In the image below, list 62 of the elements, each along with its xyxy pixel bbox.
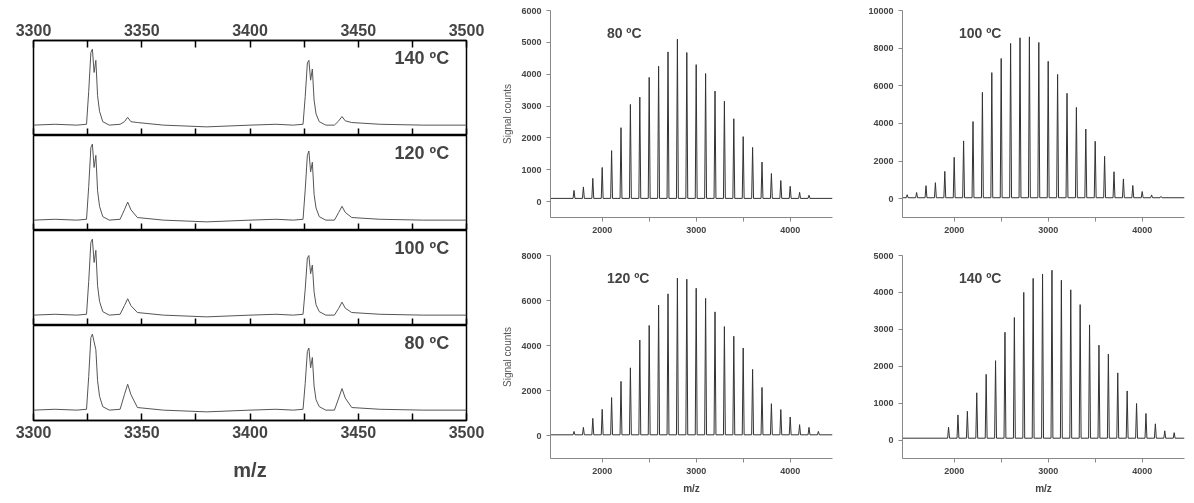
y-tick-label: 8000 <box>521 250 542 261</box>
annotation: 100 ºC <box>958 24 1002 41</box>
annotation: 80 ºC <box>404 333 450 354</box>
y-tick-label: 6000 <box>873 80 894 91</box>
y-tick-label: 4000 <box>521 340 542 351</box>
annotation: 100 ºC <box>394 238 450 259</box>
y-tick-label: 0 <box>536 430 542 441</box>
y-tick-label: 0 <box>888 193 894 204</box>
y-tick-label: 0 <box>888 435 894 446</box>
x-tick-label: 3500 <box>448 21 485 39</box>
annotation: 80 ºC <box>606 24 642 41</box>
y-tick-label: 10000 <box>868 5 894 16</box>
x-tick-label: 4000 <box>780 224 801 235</box>
y-tick-label: 3000 <box>873 324 894 335</box>
x-tick-label: 3350 <box>123 423 160 441</box>
line-series <box>902 269 1185 439</box>
annotation: 120 ºC <box>394 143 450 164</box>
x-tick-label: 2000 <box>592 224 613 235</box>
x-tick-label: 3400 <box>232 21 268 39</box>
y-tick-label: 3000 <box>521 101 542 112</box>
annotation: 120 ºC <box>606 269 650 286</box>
y-tick-label: 0 <box>536 196 542 207</box>
x-tick-label: 2000 <box>944 465 965 476</box>
x-tick-label: 3300 <box>15 21 52 39</box>
x-tick-label: 3000 <box>686 465 707 476</box>
annotation: 140 ºC <box>394 48 450 69</box>
x-tick-label: 4000 <box>1132 224 1153 235</box>
x-tick-label: 2000 <box>592 465 613 476</box>
x-axis-title: m/z <box>683 482 700 494</box>
x-tick-label: 3450 <box>340 423 377 441</box>
y-tick-label: 5000 <box>521 37 542 48</box>
y-tick-label: 5000 <box>873 250 894 261</box>
y-tick-label: 6000 <box>521 295 542 306</box>
x-tick-label: 4000 <box>780 465 801 476</box>
x-axis-title: m/z <box>233 458 267 481</box>
annotation: 140 ºC <box>958 269 1002 286</box>
x-tick-label: 3000 <box>1038 224 1059 235</box>
line-series <box>902 36 1185 199</box>
x-tick-label: 4000 <box>1132 465 1153 476</box>
x-tick-label: 3400 <box>232 423 268 441</box>
line-series <box>550 38 833 199</box>
y-tick-label: 4000 <box>521 69 542 80</box>
x-tick-label: 3300 <box>15 423 52 441</box>
y-tick-label: 2000 <box>521 132 542 143</box>
y-tick-label: 6000 <box>521 5 542 16</box>
x-tick-label: 3450 <box>340 21 377 39</box>
x-axis-title: m/z <box>1035 482 1052 494</box>
y-tick-label: 4000 <box>873 287 894 298</box>
y-tick-label: 2000 <box>521 385 542 396</box>
y-tick-label: 1000 <box>521 164 542 175</box>
x-tick-label: 3350 <box>123 21 160 39</box>
y-tick-label: 2000 <box>873 156 894 167</box>
y-axis-title: Signal counts <box>502 83 514 145</box>
x-tick-label: 2000 <box>944 224 965 235</box>
y-axis-title: Signal counts <box>502 326 514 388</box>
x-tick-label: 3000 <box>1038 465 1059 476</box>
x-tick-label: 3000 <box>686 224 707 235</box>
y-tick-label: 2000 <box>873 361 894 372</box>
y-tick-label: 4000 <box>873 118 894 129</box>
x-tick-label: 3500 <box>448 423 485 441</box>
y-tick-label: 1000 <box>873 398 894 409</box>
y-tick-label: 8000 <box>873 43 894 54</box>
